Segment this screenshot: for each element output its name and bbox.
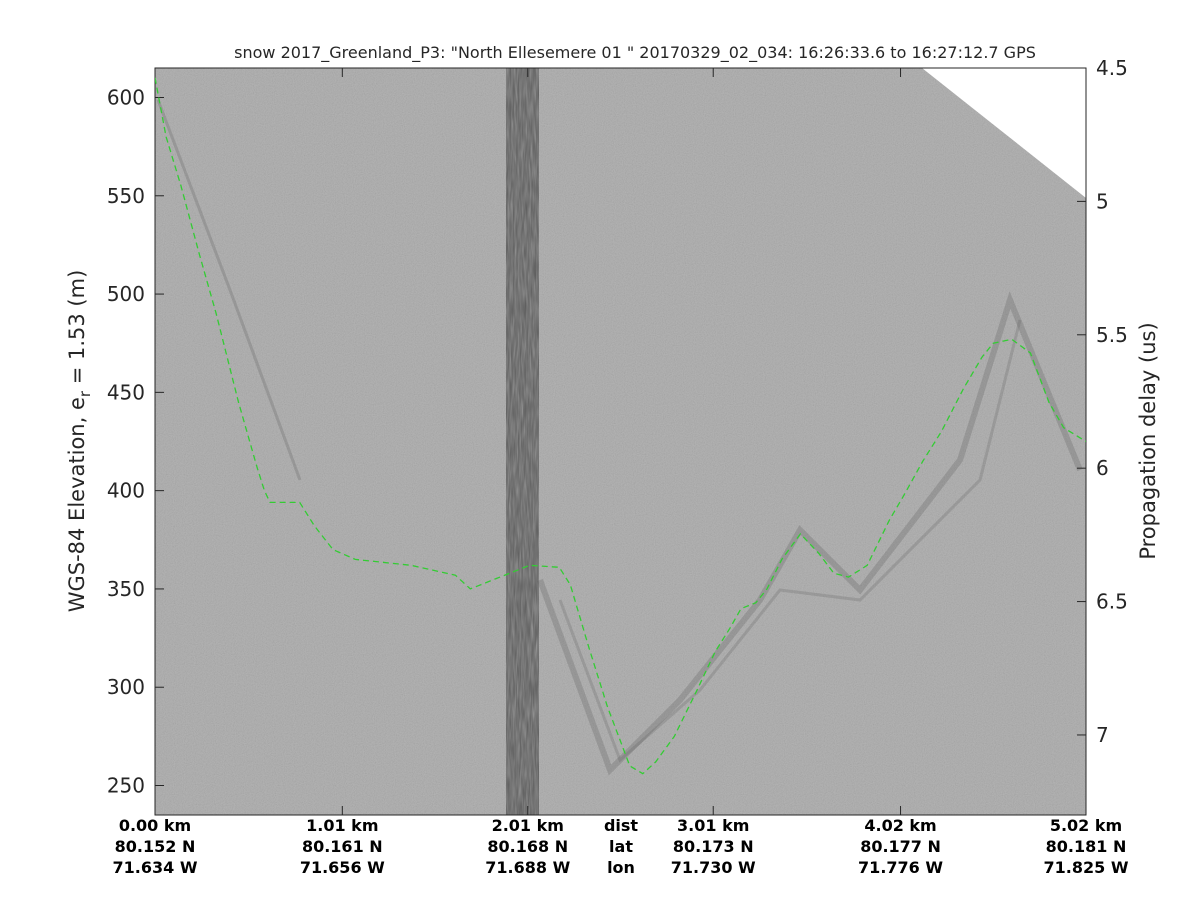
y-label-main: WGS-84 Elevation, e xyxy=(65,397,89,612)
x-tick-label-lat: 80.168 N xyxy=(487,837,568,856)
y-tick-label-right: 7 xyxy=(1096,723,1109,747)
y-axis-right: 4.5 5 5.5 6 6.5 7 xyxy=(1077,56,1128,747)
row-label-lat: lat xyxy=(609,837,633,856)
x-tick-label-lon: 71.776 W xyxy=(858,858,943,877)
x-tick-label-dist: 5.02 km xyxy=(1050,816,1122,835)
y-tick-label-left: 350 xyxy=(107,577,145,601)
y-tick-label-right: 4.5 xyxy=(1096,56,1128,80)
surface-track-series xyxy=(155,77,1086,775)
y-tick-label-left: 550 xyxy=(107,184,145,208)
y-label-tail: = 1.53 (m) xyxy=(65,270,89,391)
series-line xyxy=(155,77,1086,775)
y-tick-label-left: 250 xyxy=(107,774,145,798)
x-tick-label-dist: 2.01 km xyxy=(492,816,564,835)
x-tick-label-lon: 71.656 W xyxy=(300,858,385,877)
x-tick-label-lat: 80.152 N xyxy=(115,837,196,856)
row-label-dist: dist xyxy=(604,816,638,835)
x-tick-label-lon: 71.825 W xyxy=(1044,858,1129,877)
x-tick-label-dist: 4.02 km xyxy=(864,816,936,835)
x-tick-label-lat: 80.161 N xyxy=(302,837,383,856)
x-tick-label-lon: 71.688 W xyxy=(485,858,570,877)
x-tick-label-dist: 3.01 km xyxy=(677,816,749,835)
y-axis-left-label: WGS-84 Elevation, er = 1.53 (m) xyxy=(65,270,94,613)
x-tick-label-lon: 71.634 W xyxy=(113,858,198,877)
x-tick-label-dist: 1.01 km xyxy=(306,816,378,835)
y-tick-label-left: 500 xyxy=(107,282,145,306)
x-tick-label-lat: 80.181 N xyxy=(1046,837,1127,856)
y-axis-right-label: Propagation delay (us) xyxy=(1136,322,1160,559)
y-axis-left: 250 300 350 400 450 500 550 600 xyxy=(107,85,164,798)
x-tick-label-lat: 80.173 N xyxy=(673,837,754,856)
y-label-subscript: r xyxy=(76,390,94,397)
y-tick-label-right: 5 xyxy=(1096,189,1109,213)
echogram-image xyxy=(155,68,1086,815)
row-label-lon: lon xyxy=(607,858,635,877)
x-tick-label-lon: 71.730 W xyxy=(671,858,756,877)
chart-title: snow 2017_Greenland_P3: "North Ellesemer… xyxy=(234,43,1036,63)
x-tick-label-dist: 0.00 km xyxy=(119,816,191,835)
y-tick-label-left: 400 xyxy=(107,479,145,503)
x-tick-label-lat: 80.177 N xyxy=(860,837,941,856)
y-tick-label-right: 6 xyxy=(1096,456,1109,480)
x-axis: 0.00 km 80.152 N 71.634 W 1.01 km 80.161 N 71… xyxy=(113,68,1129,877)
y-tick-label-left: 600 xyxy=(107,85,145,109)
y-tick-label-left: 450 xyxy=(107,380,145,404)
y-tick-label-right: 6.5 xyxy=(1096,590,1128,614)
y-tick-label-right: 5.5 xyxy=(1096,323,1128,347)
y-tick-label-left: 300 xyxy=(107,675,145,699)
